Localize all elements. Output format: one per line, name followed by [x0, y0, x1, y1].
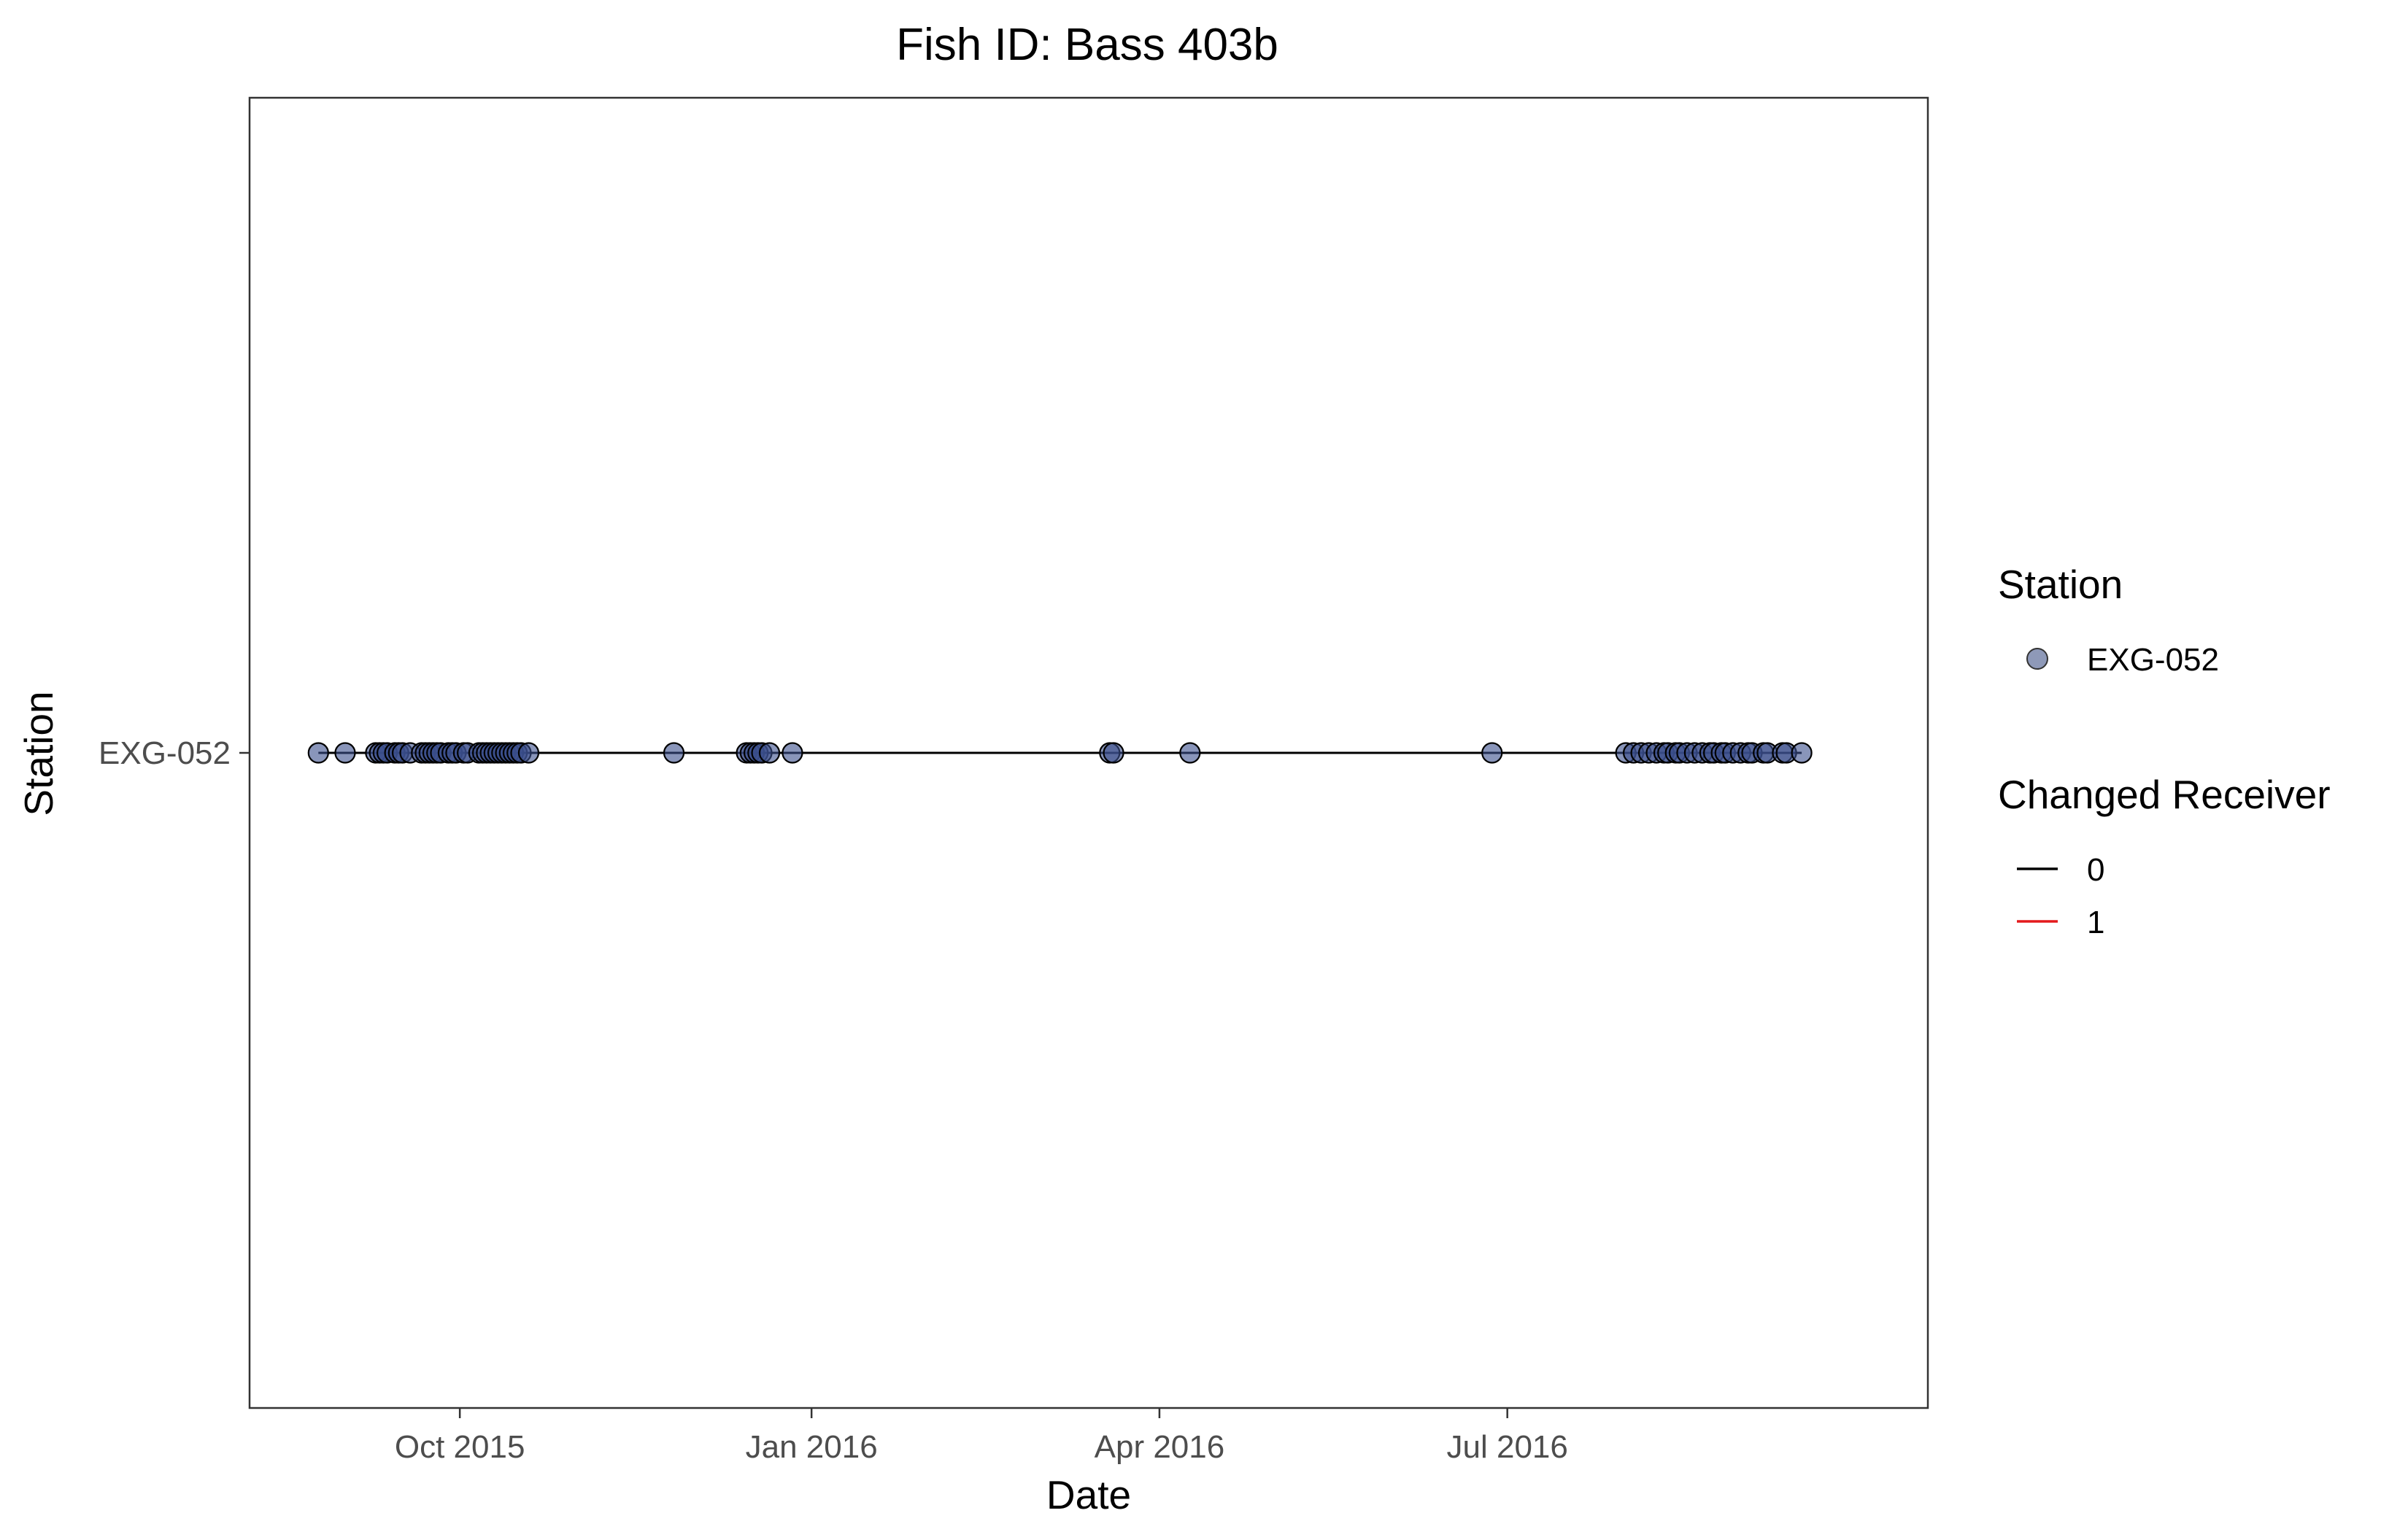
- data-point: [663, 742, 685, 764]
- data-point: [1179, 742, 1201, 764]
- data-point: [782, 742, 803, 764]
- legend-label: 0: [2087, 852, 2104, 888]
- x-axis-title: Date: [1046, 1472, 1131, 1517]
- legend-point-key: [2026, 648, 2048, 670]
- x-tick-label: Jul 2016: [1447, 1429, 1568, 1465]
- legend-receiver-entries: 01: [2017, 852, 2104, 940]
- data-point: [334, 742, 356, 764]
- y-tick-label: EXG-052: [99, 735, 231, 771]
- data-point: [1481, 742, 1503, 764]
- legend-label: 1: [2087, 905, 2104, 940]
- data-point: [758, 742, 781, 764]
- data-point: [307, 742, 329, 764]
- y-axis: EXG-052: [99, 735, 250, 771]
- x-tick-label: Jan 2016: [746, 1429, 878, 1465]
- data-point: [1103, 742, 1124, 764]
- y-axis-title: Station: [16, 691, 61, 816]
- legend-title-station: Station: [1998, 562, 2123, 607]
- legend-label: EXG-052: [2087, 642, 2219, 678]
- data-point: [517, 742, 540, 764]
- legend-station-entries: EXG-052: [2026, 642, 2219, 678]
- x-tick-label: Oct 2015: [395, 1429, 525, 1465]
- data-point: [1791, 742, 1813, 764]
- chart-title: Fish ID: Bass 403b: [896, 20, 1278, 70]
- x-tick-label: Apr 2016: [1095, 1429, 1225, 1465]
- legend: Station EXG-052 Changed Receiver 01: [1998, 562, 2331, 940]
- legend-title-changed-receiver: Changed Receiver: [1998, 772, 2331, 817]
- x-axis: Oct 2015 Jan 2016 Apr 2016 Jul 2016: [395, 1408, 1568, 1465]
- series-layer: [307, 742, 1813, 764]
